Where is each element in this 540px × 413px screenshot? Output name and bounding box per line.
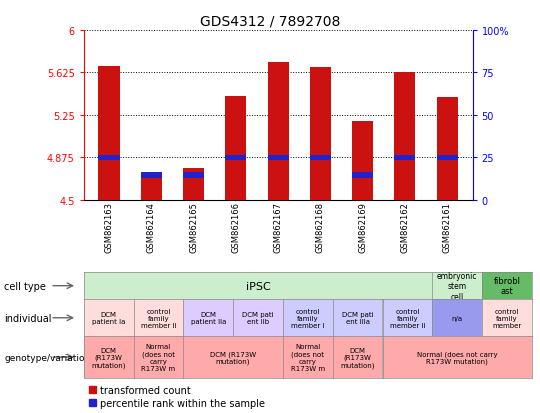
Bar bbox=[352, 121, 373, 200]
Bar bbox=[183, 169, 204, 200]
Text: control
family
member II: control family member II bbox=[390, 308, 425, 328]
Text: Normal (does not carry
R173W mutation): Normal (does not carry R173W mutation) bbox=[417, 350, 497, 364]
Bar bbox=[394, 155, 415, 161]
Bar bbox=[267, 63, 289, 200]
Bar bbox=[98, 67, 120, 200]
Text: DCM pati
ent IIIa: DCM pati ent IIIa bbox=[342, 311, 374, 325]
Bar bbox=[225, 155, 246, 161]
Bar bbox=[98, 155, 120, 161]
Text: DCM
(R173W
mutation): DCM (R173W mutation) bbox=[340, 347, 375, 368]
Bar bbox=[352, 173, 373, 178]
Text: iPSC: iPSC bbox=[246, 281, 271, 291]
Text: DCM
patient Ia: DCM patient Ia bbox=[92, 311, 125, 325]
Bar bbox=[225, 97, 246, 200]
Text: DCM
(R173W
mutation): DCM (R173W mutation) bbox=[91, 347, 126, 368]
Bar bbox=[394, 73, 415, 200]
Bar bbox=[436, 97, 458, 200]
Text: control
family
member I: control family member I bbox=[291, 308, 325, 328]
Text: individual: individual bbox=[4, 313, 52, 323]
Text: DCM (R173W
mutation): DCM (R173W mutation) bbox=[210, 350, 256, 364]
Text: DCM pati
ent IIb: DCM pati ent IIb bbox=[242, 311, 274, 325]
Legend: transformed count, percentile rank within the sample: transformed count, percentile rank withi… bbox=[89, 385, 265, 408]
Bar bbox=[310, 68, 331, 200]
Text: GDS4312 / 7892708: GDS4312 / 7892708 bbox=[200, 14, 340, 28]
Text: control
family
member: control family member bbox=[492, 308, 522, 328]
Bar bbox=[141, 176, 162, 200]
Text: control
family
member II: control family member II bbox=[140, 308, 176, 328]
Text: embryonic
stem
cell: embryonic stem cell bbox=[437, 271, 477, 301]
Text: genotype/variation: genotype/variation bbox=[4, 353, 90, 362]
Text: DCM
patient IIa: DCM patient IIa bbox=[191, 311, 226, 325]
Bar bbox=[436, 155, 458, 161]
Bar bbox=[267, 155, 289, 161]
Text: Normal
(does not
carry
R173W m: Normal (does not carry R173W m bbox=[141, 344, 176, 371]
Text: cell type: cell type bbox=[4, 281, 46, 291]
Bar bbox=[310, 155, 331, 161]
Bar bbox=[183, 173, 204, 178]
Bar bbox=[141, 173, 162, 178]
Text: fibrobl
ast: fibrobl ast bbox=[494, 276, 521, 296]
Text: n/a: n/a bbox=[451, 315, 463, 321]
Text: Normal
(does not
carry
R173W m: Normal (does not carry R173W m bbox=[291, 344, 325, 371]
